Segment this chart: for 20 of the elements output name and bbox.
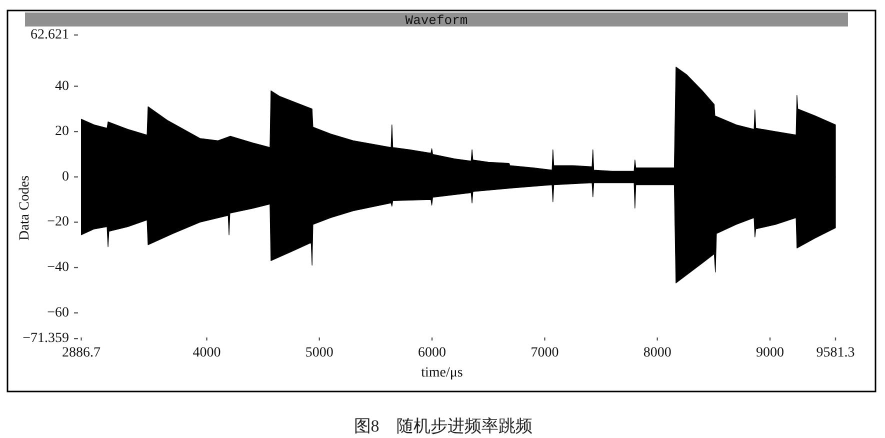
y-tick-label: −60 <box>47 305 69 320</box>
x-tick-label: 6000 <box>418 346 446 360</box>
y-tick-label: 40 <box>55 78 69 94</box>
x-tick-label: 9581.3 <box>816 346 855 360</box>
y-tick-label: 0 <box>62 169 69 184</box>
x-tick-label: 2886.7 <box>62 346 101 360</box>
x-tick-label: 9000 <box>756 346 784 360</box>
y-tick-label: −20 <box>47 214 69 230</box>
caption: 图8 随机步进频率跳频 <box>354 416 532 436</box>
y-tick-label: 62.621 <box>30 28 69 42</box>
chart-title: Waveform <box>405 13 468 28</box>
x-axis-title: time/μs <box>421 366 463 380</box>
x-tick-label: 4000 <box>192 346 221 360</box>
x-tick-label: 7000 <box>530 346 559 360</box>
y-axis-title: Data Codes <box>18 176 32 240</box>
y-tick-label: 20 <box>55 124 69 140</box>
y-tick-label: −71.359 <box>22 331 69 346</box>
x-tick-label: 8000 <box>643 346 672 360</box>
x-tick-label: 5000 <box>305 346 334 360</box>
y-tick-label: −40 <box>47 260 69 276</box>
